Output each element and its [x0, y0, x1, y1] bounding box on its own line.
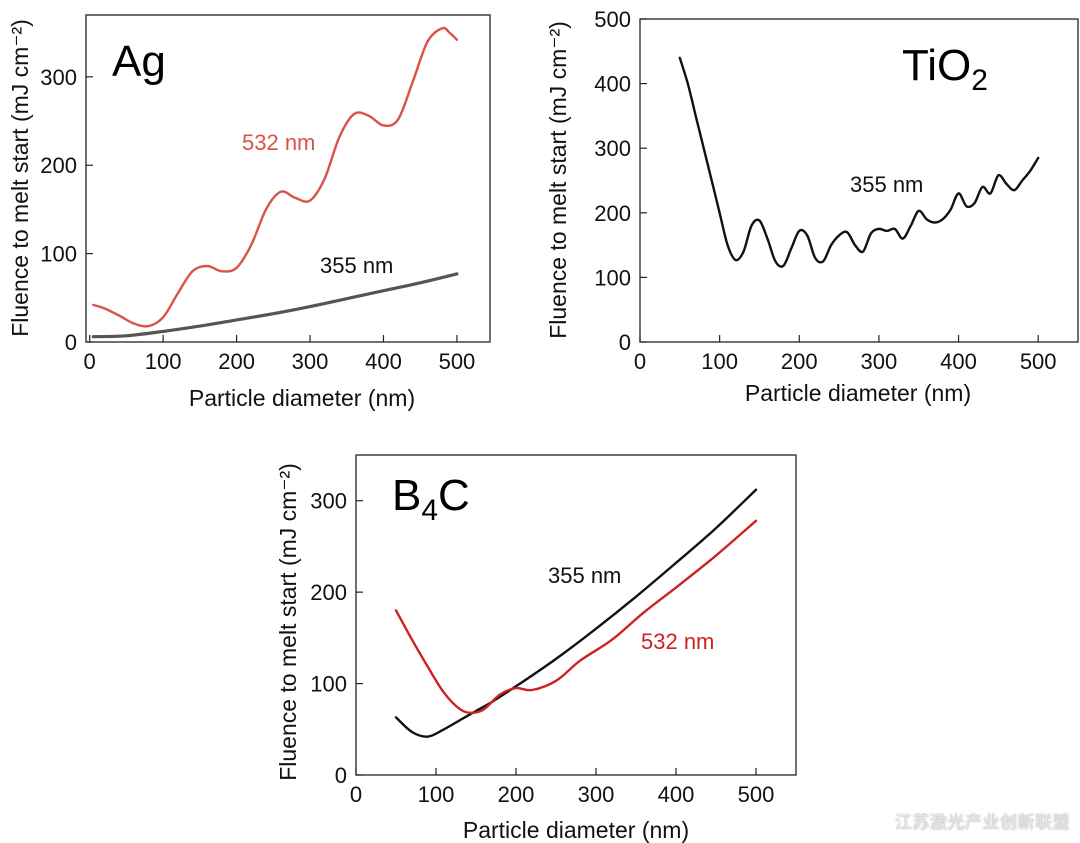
y-tick-label: 200 — [594, 201, 631, 226]
x-axis-title: Particle diameter (nm) — [745, 380, 971, 406]
y-tick-label: 200 — [310, 580, 347, 605]
panel-tio2: 0 100 200 300 400 500 0 100 200 300 400 500 Particle… — [545, 7, 1079, 406]
panel-title: B4C — [392, 471, 470, 527]
x-tick-label: 500 — [738, 782, 775, 807]
y-tick-label: 200 — [40, 153, 77, 178]
y-tick-label: 0 — [335, 763, 347, 788]
y-tick-label: 100 — [310, 672, 347, 697]
y-tick-label: 300 — [594, 136, 631, 161]
x-tick-label: 400 — [658, 782, 695, 807]
y-tick-label: 100 — [594, 265, 631, 290]
series-line-532-nm — [394, 519, 758, 714]
panel-title: Ag — [112, 37, 166, 86]
y-tick-label: 0 — [619, 330, 631, 355]
x-tick-label: 100 — [418, 782, 455, 807]
x-tick-label: 300 — [861, 349, 898, 374]
x-axis-title: Particle diameter (nm) — [463, 817, 689, 843]
x-tick-label: 200 — [218, 349, 255, 374]
x-tick-label: 0 — [84, 349, 96, 374]
x-tick-label: 500 — [1020, 349, 1057, 374]
series-line-355-nm — [394, 488, 758, 738]
plot-frame — [639, 18, 1079, 343]
series-line-355-nm — [91, 272, 459, 339]
x-tick-label: 400 — [940, 349, 977, 374]
y-tick-label: 500 — [594, 7, 631, 32]
plot-frame — [355, 454, 797, 776]
panel-title: TiO2 — [902, 41, 988, 97]
y-axis-title: Fluence to melt start (mJ cm⁻²) — [545, 21, 571, 339]
x-tick-label: 0 — [634, 349, 646, 374]
x-tick-label: 400 — [365, 349, 402, 374]
series-line-355-nm — [678, 56, 1040, 268]
x-tick-label: 0 — [350, 782, 362, 807]
plot-frame — [85, 14, 491, 343]
x-axis-title: Particle diameter (nm) — [189, 385, 415, 411]
y-axis-title: Fluence to melt start (mJ cm⁻²) — [275, 463, 301, 781]
y-tick-label: 0 — [65, 330, 77, 355]
panel-ag: 0 100 200 300 400 500 0 100 200 300 Particle diame… — [7, 14, 491, 411]
series-line-532-nm — [92, 26, 459, 328]
x-tick-label: 100 — [145, 349, 182, 374]
series-label: 532 nm — [242, 130, 315, 155]
x-tick-label: 100 — [701, 349, 738, 374]
series-label: 532 nm — [641, 629, 714, 654]
watermark-text: 江苏激光产业创新联盟 — [895, 813, 1070, 832]
y-axis-title: Fluence to melt start (mJ cm⁻²) — [7, 19, 33, 337]
x-tick-label: 300 — [292, 349, 329, 374]
series-label: 355 nm — [850, 172, 923, 197]
x-tick-label: 200 — [498, 782, 535, 807]
x-tick-label: 200 — [781, 349, 818, 374]
series-label: 355 nm — [548, 563, 621, 588]
series-label: 355 nm — [320, 253, 393, 278]
y-tick-label: 300 — [310, 489, 347, 514]
y-tick-label: 300 — [40, 65, 77, 90]
panel-b4c: 0 100 200 300 400 500 0 100 200 300 Particle diame… — [275, 454, 797, 843]
y-tick-label: 400 — [594, 72, 631, 97]
y-tick-label: 100 — [40, 242, 77, 267]
x-tick-label: 500 — [439, 349, 476, 374]
x-tick-label: 300 — [578, 782, 615, 807]
